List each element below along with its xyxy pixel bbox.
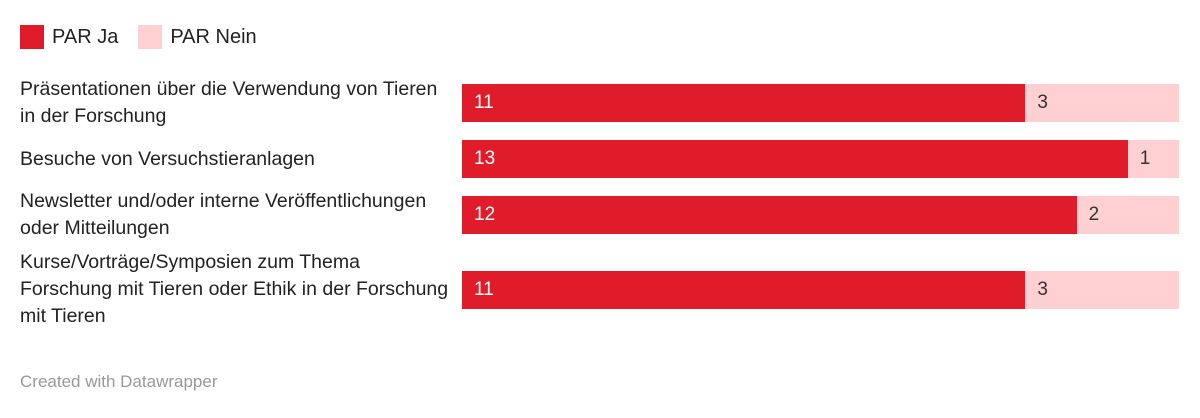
bar-segment (1076, 196, 1179, 234)
row: Besuche von Versuchstieranlagen 13 1 (20, 137, 1180, 181)
value-label: 12 (474, 204, 496, 225)
bar-segment (1025, 270, 1179, 309)
row: Präsentationen über die Verwendung von T… (20, 76, 1180, 130)
value-label: 1 (1139, 148, 1151, 169)
bar-segment (462, 84, 1026, 122)
bar-segment (462, 140, 1128, 178)
legend-swatch (20, 25, 44, 49)
value-label: 2 (1088, 204, 1100, 225)
category-label: Präsentationen über die Verwendung von T… (20, 78, 438, 127)
bar-segment (462, 196, 1077, 234)
bar-segment (462, 270, 1026, 309)
category-label: Besuche von Versuchstieranlagen (20, 147, 315, 170)
legend-label: PAR Ja (52, 25, 119, 48)
bar-segment (1025, 84, 1179, 122)
legend-swatch (138, 25, 163, 49)
value-label: 3 (1037, 278, 1048, 300)
legend-item: PAR Nein (138, 25, 257, 49)
value-label: 11 (474, 92, 494, 113)
legend-item: PAR Ja (20, 25, 118, 49)
row: Kurse/Vorträge/Symposien zum Thema Forsc… (20, 249, 1180, 330)
category-label: Newsletter und/oder interne Veröffentlic… (20, 190, 427, 239)
source: Created with Datawrapper (20, 372, 218, 391)
value-label: 13 (474, 148, 496, 169)
value-label: 11 (474, 278, 494, 300)
bar-track: 12 2 (462, 196, 1179, 234)
plot: Präsentationen über die Verwendung von T… (20, 76, 1180, 337)
bar-track: 11 3 (462, 84, 1179, 122)
bar-segment (1127, 140, 1179, 178)
bar-track: 13 1 (462, 140, 1179, 178)
category-label: Kurse/Vorträge/Symposien zum Thema Forsc… (20, 251, 449, 327)
bar-track: 11 3 (462, 270, 1179, 309)
row: Newsletter und/oder interne Veröffentlic… (20, 188, 1180, 242)
legend-label: PAR Nein (170, 25, 257, 48)
legend: PAR Ja PAR Nein (20, 25, 257, 49)
value-label: 3 (1037, 92, 1048, 113)
